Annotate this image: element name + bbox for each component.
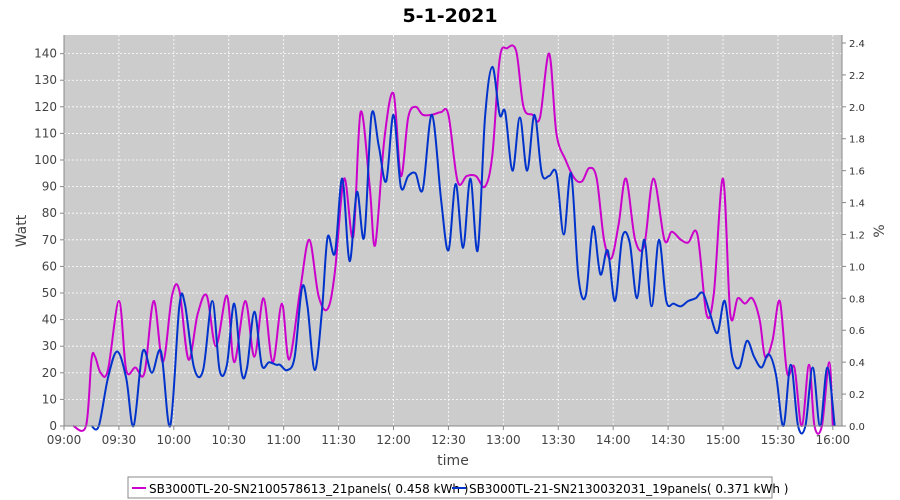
x-tick-label: 11:00 bbox=[266, 433, 301, 447]
x-tick-label: 15:30 bbox=[761, 433, 796, 447]
y-tick-label: 110 bbox=[34, 126, 57, 140]
grid-lines bbox=[63, 35, 842, 426]
x-tick-label: 14:00 bbox=[596, 433, 631, 447]
y2-tick-label: 2.0 bbox=[849, 103, 865, 114]
y2-tick-label: 1.0 bbox=[849, 262, 865, 273]
series-layer bbox=[72, 44, 836, 435]
y2-tick-label: 1.2 bbox=[849, 230, 865, 241]
y2-tick-label: 0.2 bbox=[849, 390, 865, 401]
y-tick-label: 0 bbox=[49, 419, 57, 433]
y2-tick-label: 2.4 bbox=[849, 39, 865, 50]
y2-tick-label: 0.4 bbox=[849, 358, 865, 369]
x-axis: 09:00 09:30 10:00 10:30 11:00 11:30 12:00 12:30… bbox=[47, 425, 851, 447]
y-tick-label: 10 bbox=[42, 392, 57, 406]
y-tick-label: 70 bbox=[42, 233, 57, 247]
y-tick-label: 50 bbox=[42, 286, 57, 300]
y-tick-label: 40 bbox=[42, 313, 57, 327]
y-tick-label: 100 bbox=[34, 153, 57, 167]
y-tick-label: 30 bbox=[42, 339, 57, 353]
x-tick-label: 12:30 bbox=[431, 433, 466, 447]
x-tick-label: 16:00 bbox=[816, 433, 851, 447]
x-tick-label: 12:00 bbox=[376, 433, 411, 447]
x-axis-label: time bbox=[437, 453, 469, 469]
y-tick-label: 20 bbox=[42, 366, 57, 380]
y-tick-label: 140 bbox=[34, 47, 57, 61]
legend-box bbox=[127, 476, 773, 499]
x-tick-label: 11:30 bbox=[321, 433, 356, 447]
x-tick-label: 15:00 bbox=[706, 433, 741, 447]
x-tick-label: 13:00 bbox=[486, 433, 521, 447]
y-axis-right: 0.0 0.2 0.4 0.6 0.8 1.0 1.2 1.4 1.6 1.8 2.0 2.2 2.4 bbox=[841, 35, 865, 433]
y2-axis-label: % bbox=[872, 224, 888, 237]
y-tick-label: 60 bbox=[42, 259, 57, 273]
x-tick-label: 09:00 bbox=[47, 433, 82, 447]
x-tick-label: 10:30 bbox=[211, 433, 246, 447]
y2-tick-label: 0.0 bbox=[849, 422, 865, 433]
x-tick-label: 09:30 bbox=[102, 433, 137, 447]
y-tick-label: 90 bbox=[42, 180, 57, 194]
y2-tick-label: 1.4 bbox=[849, 199, 865, 210]
y2-tick-label: 1.6 bbox=[849, 167, 865, 178]
x-tick-label: 14:30 bbox=[651, 433, 686, 447]
y2-tick-label: 1.8 bbox=[849, 135, 865, 146]
series-line-2 bbox=[90, 65, 836, 435]
y-tick-label: 130 bbox=[34, 73, 57, 87]
x-tick-label: 13:30 bbox=[541, 433, 576, 447]
chart-title: 5-1-2021 bbox=[402, 5, 497, 27]
y2-tick-label: 2.2 bbox=[849, 71, 865, 82]
y2-tick-label: 0.6 bbox=[849, 326, 865, 337]
legend-label-series-2: SB3000TL-21-SN2130032031_19panels( 0.371… bbox=[469, 482, 788, 496]
y-axis-label: Watt bbox=[14, 214, 30, 247]
y-axis-left: 0 10 20 30 40 50 60 70 80 90 100 110 120 130 140 bbox=[34, 35, 65, 433]
y-tick-label: 120 bbox=[34, 100, 57, 114]
plot-area bbox=[64, 35, 842, 426]
y-tick-label: 80 bbox=[42, 206, 57, 220]
series-line-1 bbox=[72, 44, 834, 435]
x-tick-label: 10:00 bbox=[157, 433, 192, 447]
y2-tick-label: 0.8 bbox=[849, 294, 865, 305]
legend-label-series-1: SB3000TL-20-SN2100578613_21panels( 0.458… bbox=[149, 482, 468, 496]
legend: SB3000TL-20-SN2100578613_21panels( 0.458… bbox=[127, 476, 788, 499]
